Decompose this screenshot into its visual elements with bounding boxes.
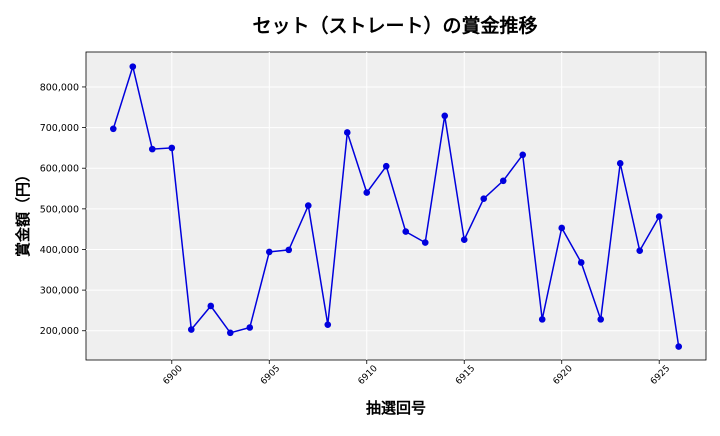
x-axis-label: 抽選回号 (366, 399, 426, 417)
y-tick-label: 500,000 (40, 204, 79, 215)
x-tick-label: 6920 (552, 364, 575, 387)
data-point (558, 224, 566, 232)
series-line (112, 63, 680, 347)
y-tick-label: 700,000 (40, 123, 79, 134)
data-point (285, 246, 293, 254)
y-tick-label: 800,000 (40, 82, 79, 93)
data-point (577, 259, 585, 266)
data-point (226, 329, 234, 337)
plot-area (85, 51, 707, 361)
data-point (675, 343, 683, 350)
data-point (148, 145, 156, 153)
data-point (616, 160, 624, 167)
x-tick-label: 6910 (357, 364, 380, 387)
series-line-group (109, 63, 683, 350)
data-point (343, 129, 351, 136)
data-point (441, 112, 449, 120)
data-point (324, 321, 332, 328)
x-axis-ticks: 6900 6905 6910 6915 6920 6925 (162, 360, 672, 387)
data-point (421, 239, 429, 246)
y-axis-ticks: 200,000 300,000 400,000 500,000 600,000 700,0… (40, 82, 86, 337)
chart-title: セット（ストレート）の賞金推移 (252, 14, 537, 37)
data-point (207, 302, 215, 310)
data-point (460, 236, 468, 244)
data-point (519, 151, 527, 159)
x-tick-label: 6925 (649, 364, 672, 387)
data-point (499, 177, 507, 185)
data-point (168, 144, 176, 152)
data-point (109, 125, 117, 133)
data-point (187, 326, 195, 333)
y-tick-label: 600,000 (40, 164, 79, 175)
data-point (382, 162, 390, 170)
x-tick-label: 6905 (259, 364, 282, 387)
grid-lines (86, 52, 706, 360)
data-point (265, 248, 273, 256)
y-tick-label: 400,000 (40, 245, 79, 256)
data-point (636, 247, 644, 254)
data-point (655, 213, 663, 220)
data-point (304, 202, 312, 209)
data-point (246, 324, 254, 331)
y-tick-label: 300,000 (40, 286, 79, 297)
data-point (538, 316, 546, 323)
data-point (129, 63, 137, 70)
x-tick-label: 6915 (454, 364, 477, 387)
y-tick-label: 200,000 (40, 326, 79, 337)
data-point (597, 316, 605, 323)
data-point (402, 228, 410, 235)
x-tick-label: 6900 (162, 364, 185, 387)
data-point (363, 189, 371, 196)
data-point (480, 195, 488, 202)
y-axis-label: 賞金額（円） (14, 167, 32, 257)
